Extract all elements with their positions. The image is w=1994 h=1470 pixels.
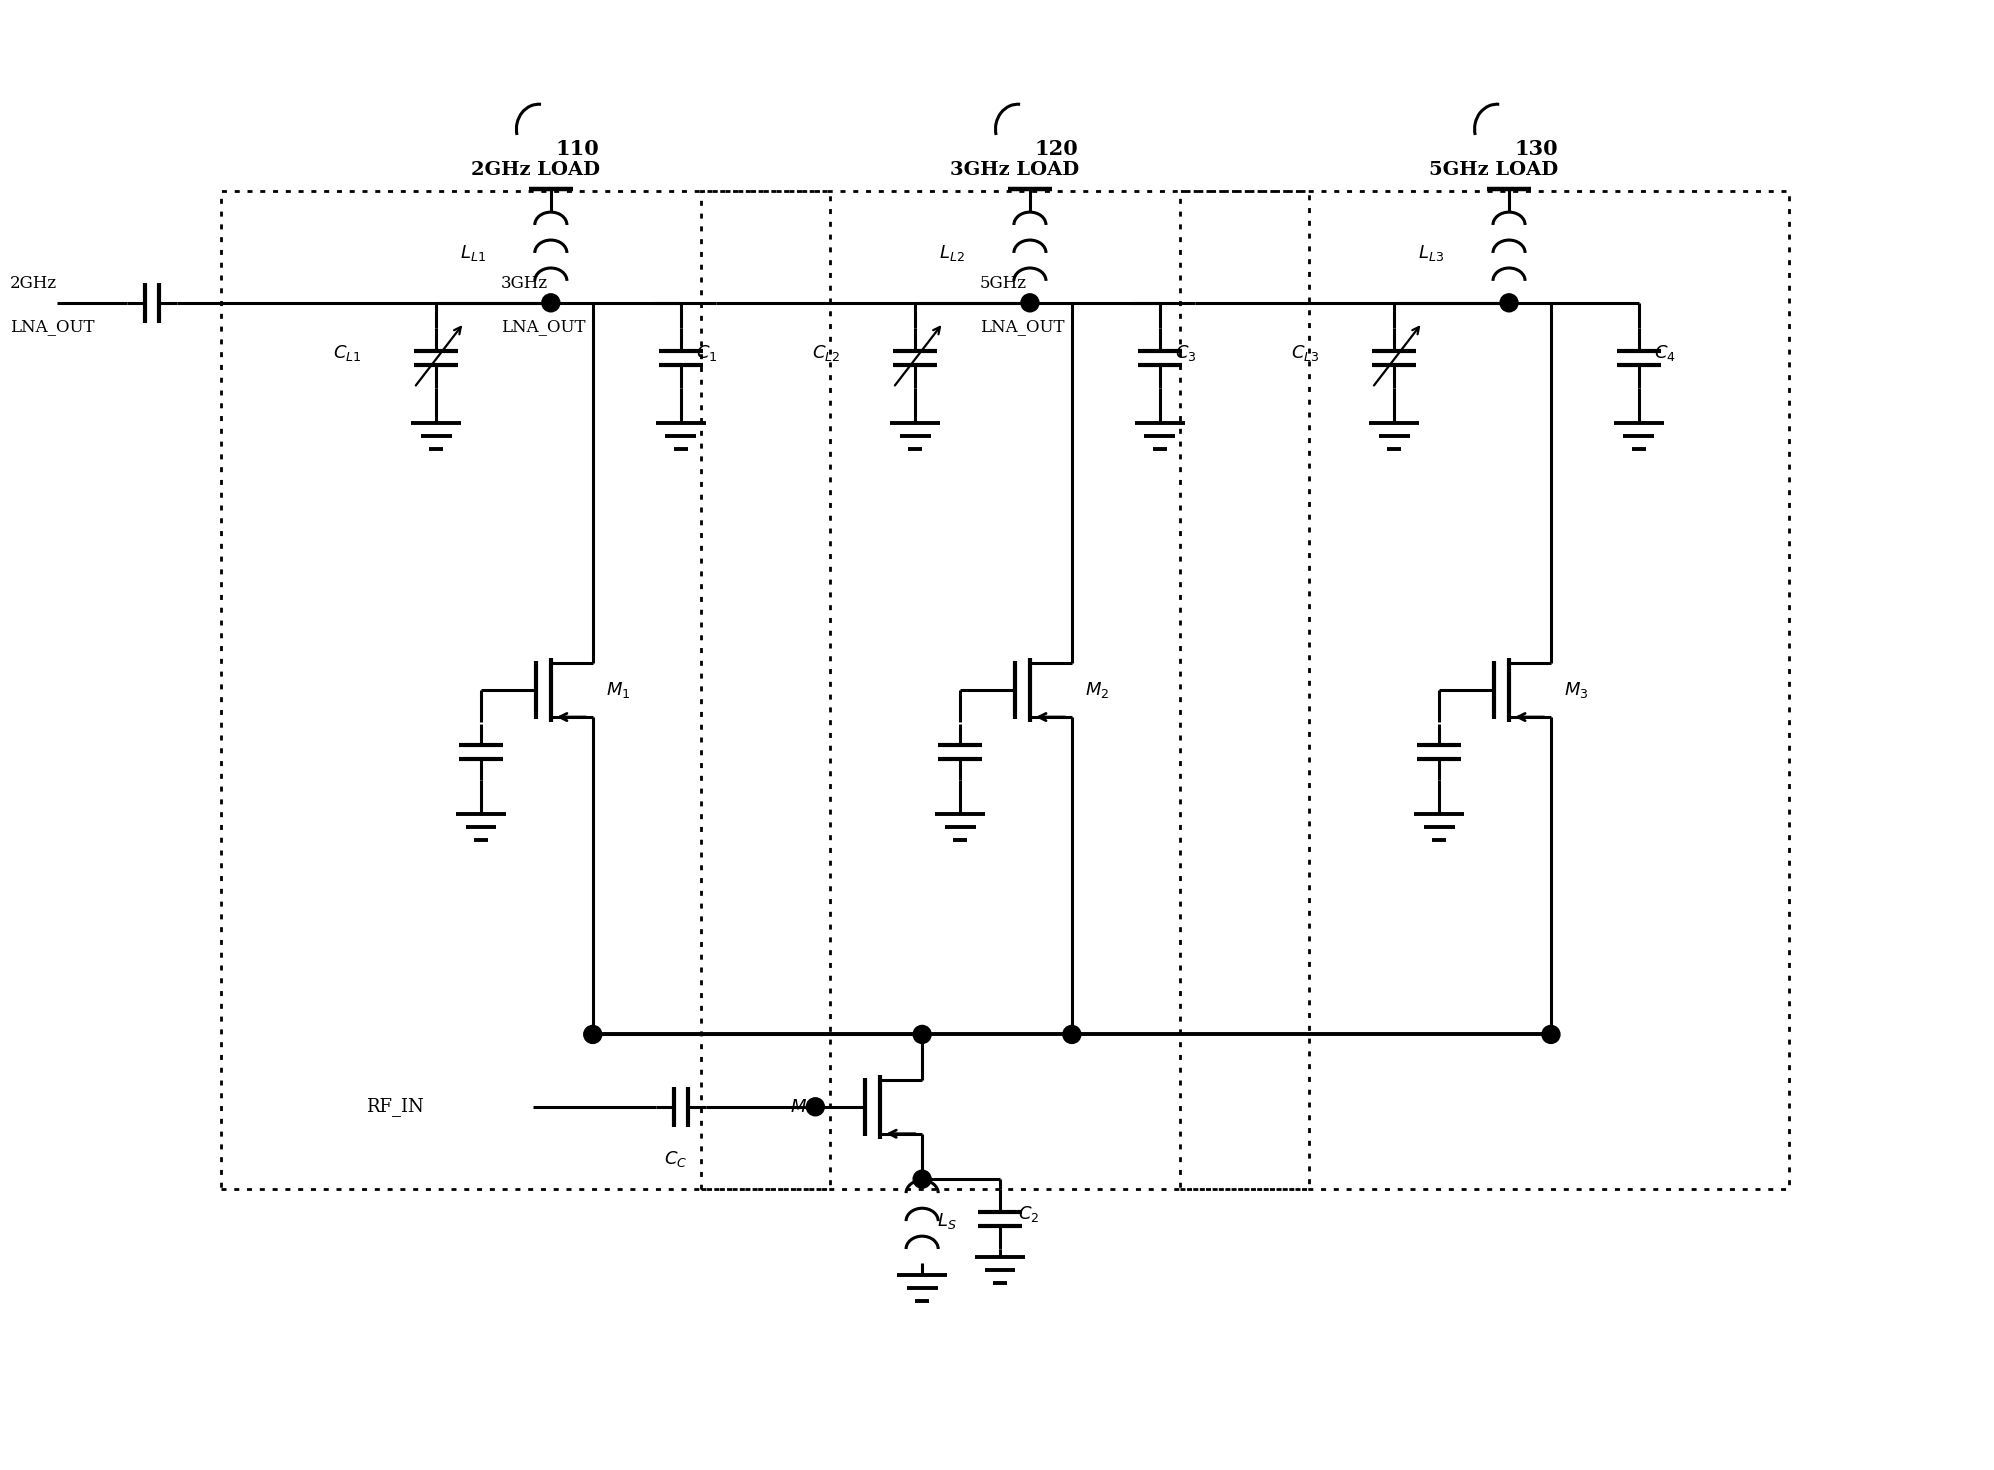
Circle shape — [542, 294, 560, 312]
Text: $L_{L1}$: $L_{L1}$ — [461, 243, 487, 263]
Text: 2GHz: 2GHz — [10, 275, 58, 293]
Text: $C_4$: $C_4$ — [1653, 343, 1675, 363]
Text: $L_{L2}$: $L_{L2}$ — [939, 243, 965, 263]
Text: $M_1$: $M_1$ — [606, 681, 630, 700]
Text: 110: 110 — [556, 140, 600, 159]
Text: 3GHz LOAD: 3GHz LOAD — [951, 162, 1079, 179]
Circle shape — [584, 1026, 602, 1044]
Text: 120: 120 — [1035, 140, 1079, 159]
Text: LNA_OUT: LNA_OUT — [10, 318, 94, 335]
Circle shape — [913, 1170, 931, 1188]
Text: LNA_OUT: LNA_OUT — [500, 318, 586, 335]
Text: $C_C$: $C_C$ — [664, 1148, 688, 1169]
Text: $C_{L1}$: $C_{L1}$ — [333, 343, 361, 363]
Text: $M_3$: $M_3$ — [1563, 681, 1589, 700]
Text: $M$: $M$ — [790, 1098, 808, 1116]
Text: $C_1$: $C_1$ — [696, 343, 718, 363]
Circle shape — [1499, 294, 1517, 312]
Text: LNA_OUT: LNA_OUT — [979, 318, 1065, 335]
Text: $C_{L2}$: $C_{L2}$ — [812, 343, 839, 363]
Text: $C_3$: $C_3$ — [1174, 343, 1196, 363]
Circle shape — [913, 1026, 931, 1044]
Text: RF_IN: RF_IN — [367, 1097, 425, 1116]
Text: $L_S$: $L_S$ — [937, 1211, 957, 1230]
Text: $M_2$: $M_2$ — [1085, 681, 1109, 700]
Circle shape — [1541, 1026, 1559, 1044]
Circle shape — [1021, 294, 1039, 312]
Text: $L_{L3}$: $L_{L3}$ — [1418, 243, 1444, 263]
Text: $C_{L3}$: $C_{L3}$ — [1290, 343, 1320, 363]
Text: $C_2$: $C_2$ — [1019, 1204, 1039, 1225]
Text: 3GHz: 3GHz — [500, 275, 548, 293]
Text: 5GHz: 5GHz — [979, 275, 1027, 293]
Circle shape — [1063, 1026, 1081, 1044]
Circle shape — [806, 1098, 824, 1116]
Text: 130: 130 — [1513, 140, 1557, 159]
Text: 2GHz LOAD: 2GHz LOAD — [471, 162, 600, 179]
Text: 5GHz LOAD: 5GHz LOAD — [1430, 162, 1559, 179]
